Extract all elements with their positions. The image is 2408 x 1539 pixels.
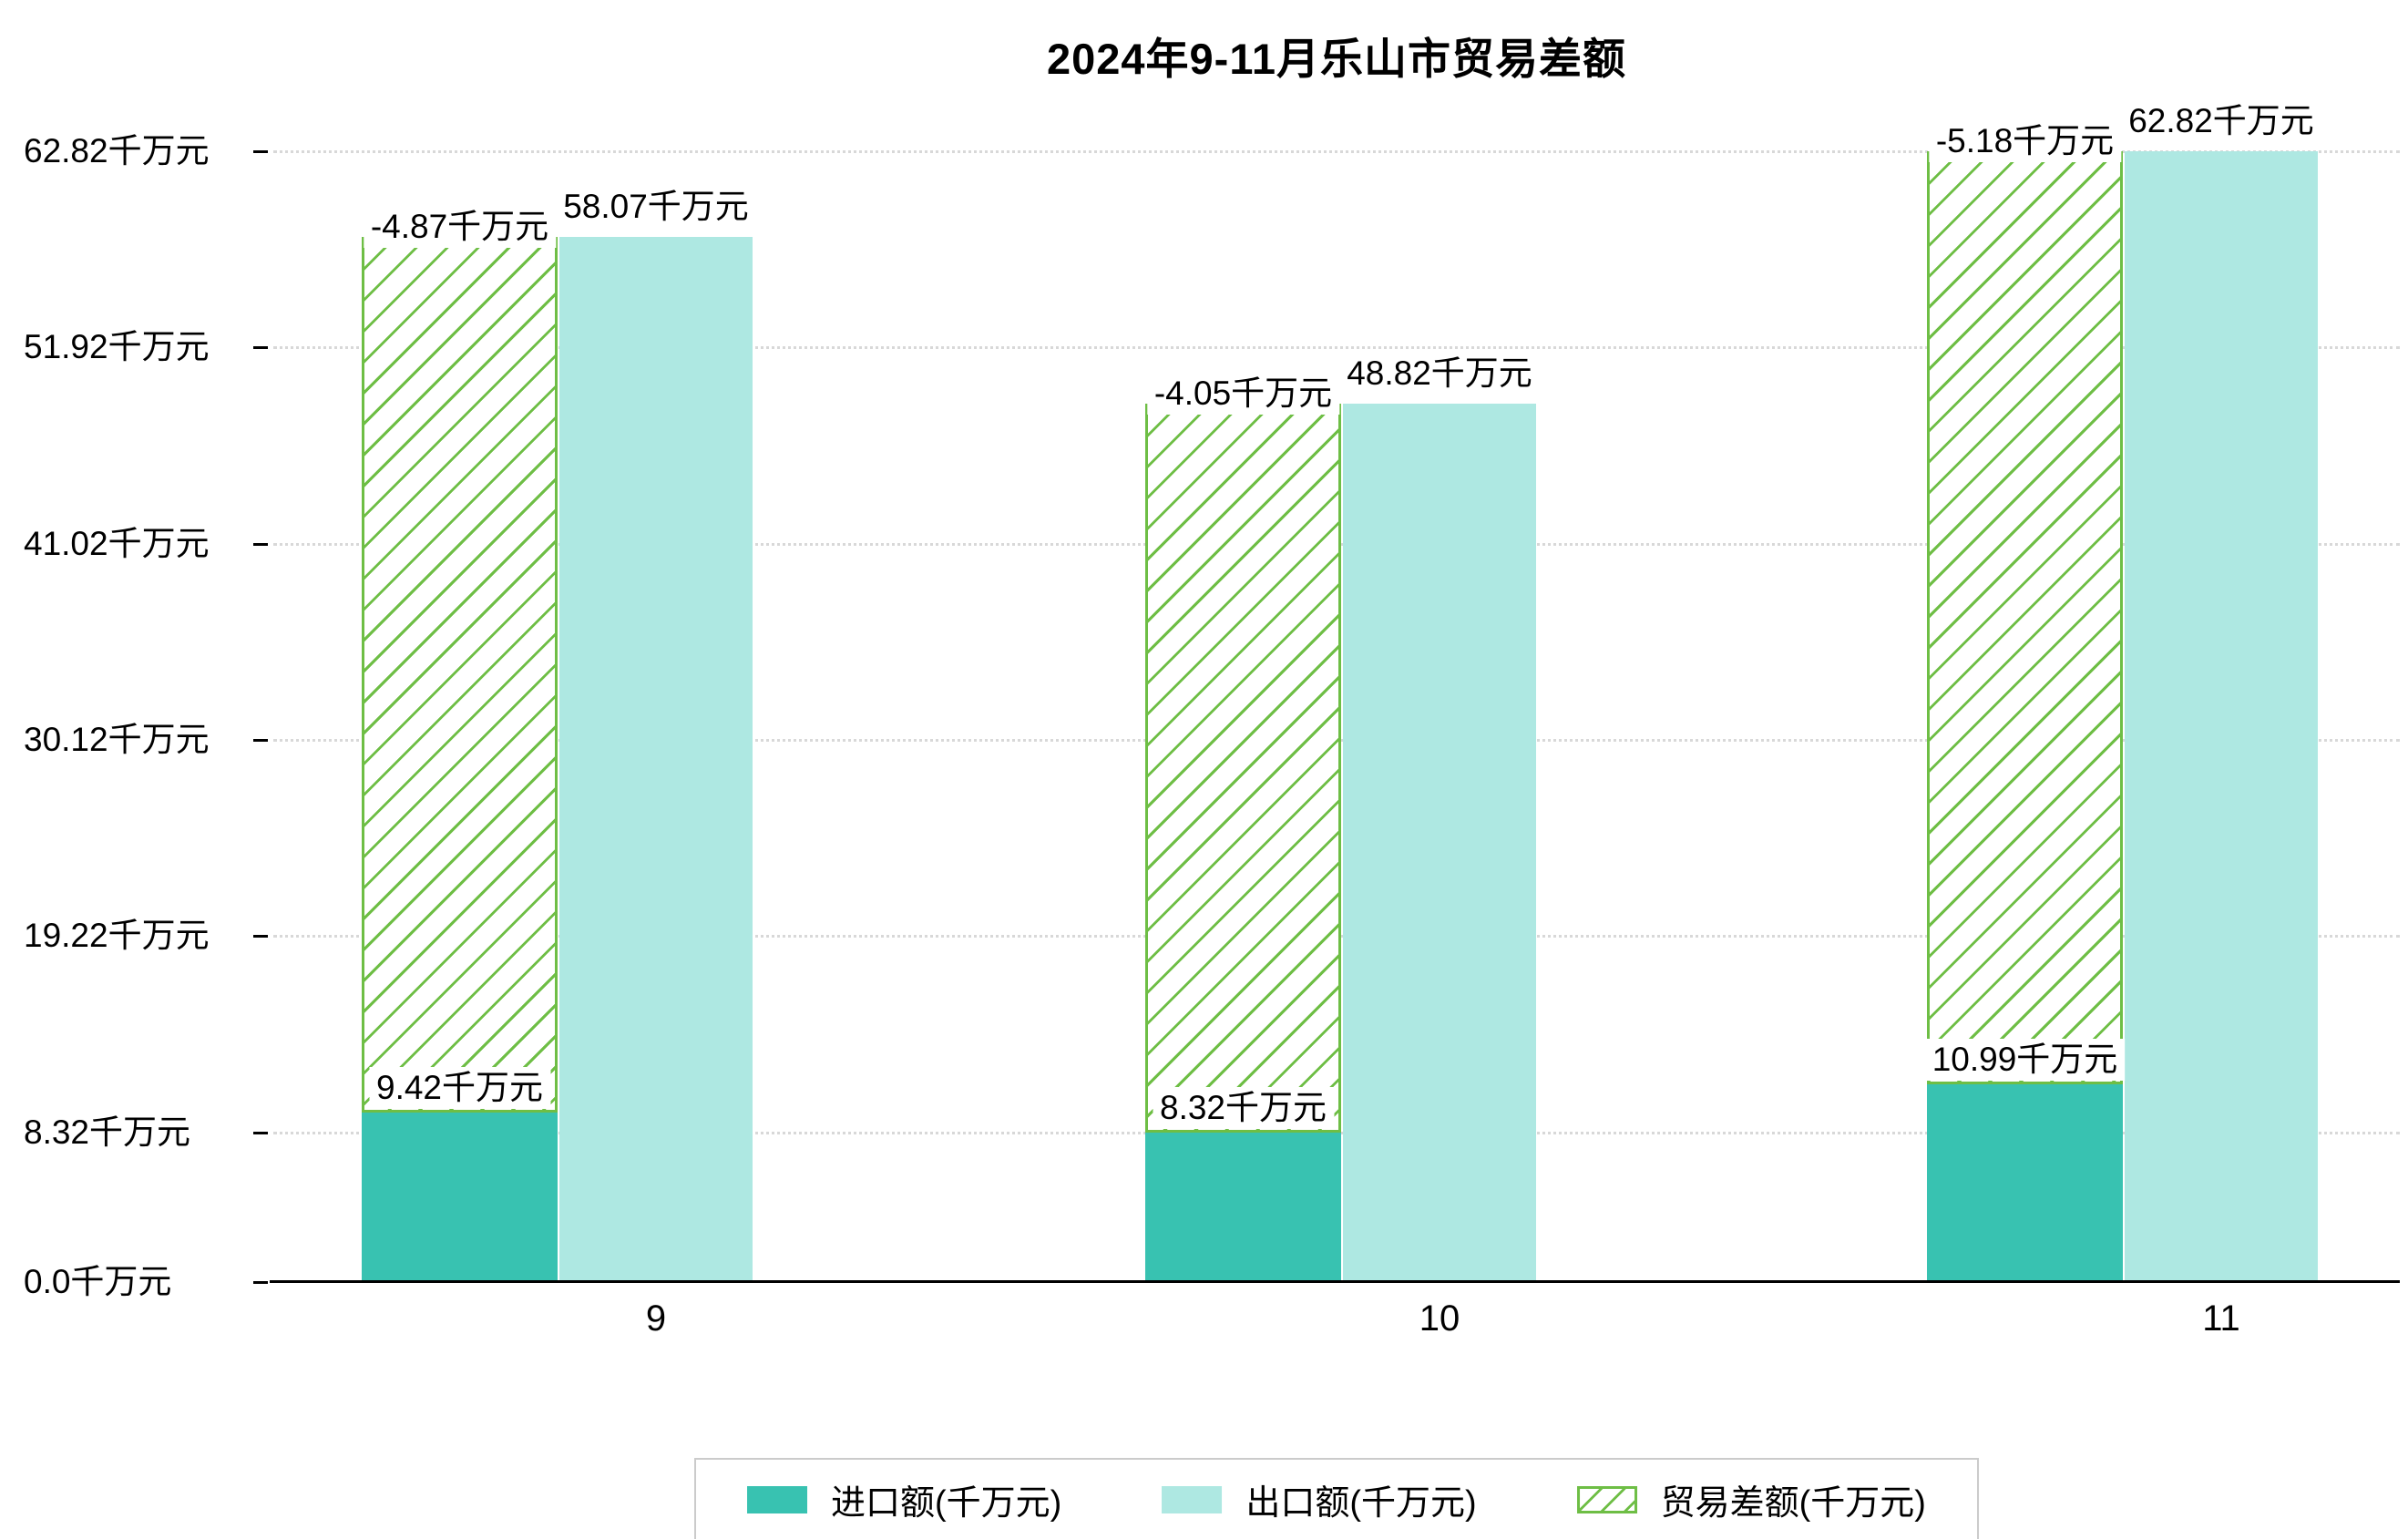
- export-bar: [1343, 403, 1536, 1282]
- y-tick-mark: [253, 149, 268, 153]
- balance-value-label: -4.05千万元: [1146, 372, 1340, 415]
- y-tick-label: 62.82千万元: [24, 131, 210, 169]
- balance-value-label: -4.87千万元: [363, 205, 557, 248]
- x-tick-label: 9: [645, 1298, 667, 1339]
- x-axis-line: [270, 1280, 2400, 1283]
- chart-title: 2024年9-11月乐山市贸易差额: [1046, 35, 1627, 83]
- x-tick-label: 11: [2202, 1298, 2240, 1339]
- export-value-label: 48.82千万元: [1339, 352, 1540, 395]
- export-value-label: 62.82千万元: [2121, 99, 2321, 142]
- legend-item-balance: 贸易差额(千万元): [1576, 1474, 1926, 1524]
- y-tick-mark: [253, 542, 268, 546]
- legend-label-balance: 贸易差额(千万元): [1660, 1484, 1926, 1523]
- import-swatch: [747, 1485, 808, 1513]
- import-value-label: 8.32千万元: [1152, 1086, 1335, 1129]
- y-tick-label: 41.02千万元: [24, 524, 210, 562]
- import-value-label: 10.99千万元: [1924, 1038, 2126, 1081]
- trade-balance-bar: [1927, 150, 2123, 1084]
- import-bar: [1927, 1083, 2123, 1282]
- export-swatch: [1162, 1485, 1223, 1513]
- import-value-label: 9.42千万元: [368, 1066, 551, 1109]
- legend-item-export: 出口额(千万元): [1162, 1474, 1477, 1524]
- import-bar: [1145, 1132, 1341, 1282]
- y-tick-label: 51.92千万元: [24, 328, 210, 366]
- legend-label-import: 进口额(千万元): [831, 1484, 1062, 1523]
- trade-balance-bar: [1145, 403, 1341, 1133]
- y-tick-label: 19.22千万元: [24, 917, 210, 955]
- y-tick-label: 0.0千万元: [24, 1263, 172, 1300]
- legend-item-import: 进口额(千万元): [747, 1474, 1061, 1524]
- balance-swatch: [1576, 1485, 1637, 1513]
- export-bar: [559, 236, 753, 1282]
- y-tick-mark: [253, 346, 268, 350]
- y-tick-label: 8.32千万元: [24, 1113, 191, 1151]
- export-value-label: 58.07千万元: [556, 185, 756, 228]
- y-tick-mark: [253, 935, 268, 939]
- gridline: [273, 346, 2400, 350]
- legend: 进口额(千万元) 出口额(千万元) 贸易差额(千万元): [694, 1458, 1979, 1539]
- export-bar: [2125, 150, 2318, 1282]
- y-tick-label: 30.12千万元: [24, 720, 210, 758]
- balance-value-label: -5.18千万元: [1928, 119, 2122, 162]
- legend-label-export: 出口额(千万元): [1245, 1484, 1477, 1523]
- x-tick-label: 10: [1419, 1298, 1460, 1339]
- trade-balance-bar: [362, 236, 558, 1113]
- y-tick-mark: [253, 1281, 268, 1284]
- y-tick-mark: [253, 1131, 268, 1134]
- y-tick-mark: [253, 738, 268, 742]
- gridline: [273, 149, 2400, 153]
- import-bar: [362, 1112, 558, 1282]
